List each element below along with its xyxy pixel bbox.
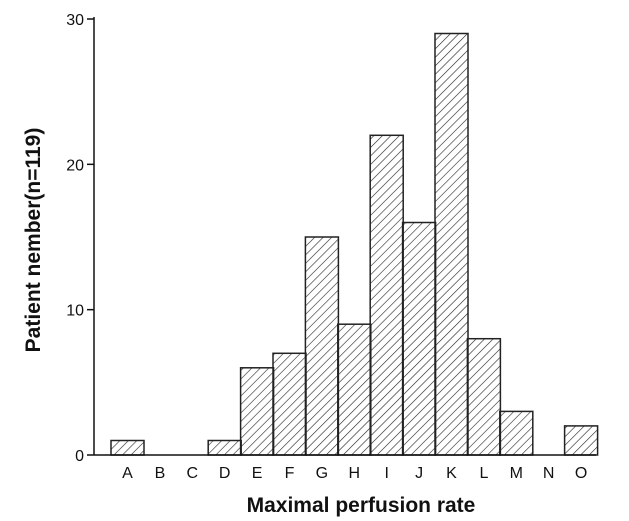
x-tick-label-K: K xyxy=(446,465,457,482)
x-tick-label-I: I xyxy=(384,465,388,482)
x-tick-label-A: A xyxy=(122,465,133,482)
bar-O xyxy=(563,425,599,456)
x-tick-label-M: M xyxy=(510,465,523,482)
x-tick-label-B: B xyxy=(155,465,166,482)
bar-L xyxy=(466,337,502,456)
bar-F xyxy=(272,352,307,456)
bar-K xyxy=(434,32,469,456)
x-tick-label-E: E xyxy=(252,465,263,482)
bar-A xyxy=(110,439,145,456)
x-tick-label-D: D xyxy=(219,465,231,482)
bar-G xyxy=(304,236,340,456)
x-tick-label-L: L xyxy=(479,465,488,482)
y-tick-label-20: 20 xyxy=(66,157,84,174)
x-axis-title: Maximal perfusion rate xyxy=(247,494,476,517)
x-tick-label-O: O xyxy=(575,465,587,482)
bar-group xyxy=(110,32,599,456)
x-tick-label-N: N xyxy=(543,465,555,482)
axes xyxy=(87,17,596,456)
bar-J xyxy=(401,221,437,456)
x-tick-label-H: H xyxy=(349,465,361,482)
y-axis-title: Patient nember(n=119) xyxy=(22,128,45,353)
y-tick-label-10: 10 xyxy=(66,303,84,320)
x-tick-labels: A B C D E F G H I J K L M N O xyxy=(122,465,587,482)
bar-I xyxy=(369,134,404,456)
y-tick-labels: 0 10 20 30 xyxy=(66,12,84,465)
x-tick-label-J: J xyxy=(415,465,423,482)
y-tick-label-0: 0 xyxy=(75,448,84,465)
bar-H xyxy=(337,323,372,456)
x-tick-label-G: G xyxy=(316,465,328,482)
bar-M xyxy=(499,410,534,456)
bar-E xyxy=(239,367,275,456)
x-tick-label-C: C xyxy=(187,465,199,482)
x-tick-label-F: F xyxy=(285,465,295,482)
y-tick-label-30: 30 xyxy=(66,12,84,29)
bar-D xyxy=(207,439,242,456)
